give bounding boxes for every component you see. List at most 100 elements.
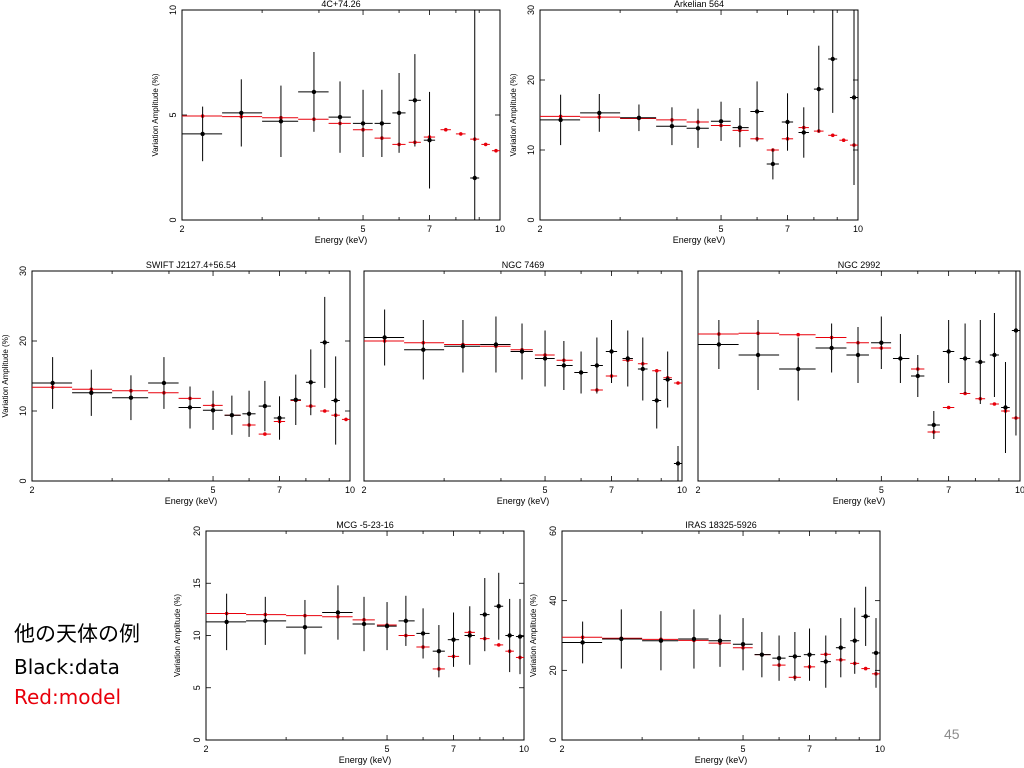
page-number: 45 <box>944 726 960 742</box>
plot-area <box>206 572 524 678</box>
data-point <box>384 623 390 629</box>
data-point <box>609 349 614 354</box>
x-axis-label: Energy (keV) <box>339 755 392 765</box>
data-point <box>718 119 724 124</box>
data-point <box>1003 405 1008 410</box>
data-point <box>863 614 868 619</box>
x-tick-label: 10 <box>677 485 687 495</box>
data-point <box>669 124 675 129</box>
chart-title: IRAS 18325-5926 <box>685 520 757 530</box>
y-tick-label: 15 <box>192 578 202 588</box>
y-tick-label: 30 <box>526 5 536 15</box>
data-point <box>262 403 268 409</box>
y-tick-label: 40 <box>548 596 558 606</box>
plot-area <box>540 10 858 185</box>
data-point <box>361 621 367 627</box>
x-tick-label: 2 <box>537 224 542 234</box>
data-point <box>263 618 268 624</box>
data-point <box>816 86 821 92</box>
data-point <box>695 126 701 131</box>
data-point <box>335 610 341 615</box>
plot-frame <box>561 530 881 741</box>
data-point <box>436 648 442 654</box>
data-point <box>507 633 512 638</box>
data-point <box>379 121 385 126</box>
y-tick-label: 20 <box>548 665 558 675</box>
data-point <box>801 130 806 135</box>
data-point <box>187 405 193 410</box>
data-point <box>716 342 722 347</box>
data-point <box>50 380 55 386</box>
x-tick-label: 5 <box>543 485 548 495</box>
model-point <box>344 417 348 422</box>
x-tick-label: 7 <box>427 224 432 234</box>
model-point <box>830 133 835 138</box>
data-point <box>467 633 472 638</box>
x-tick-label: 10 <box>875 744 885 754</box>
data-point <box>360 121 366 126</box>
y-tick-label: 10 <box>192 630 202 640</box>
x-tick-label: 7 <box>451 744 456 754</box>
data-point <box>717 638 723 643</box>
slide-caption: 他の天体の例 <box>14 622 140 646</box>
data-point <box>785 119 790 125</box>
data-point <box>210 408 216 413</box>
x-tick-label: 5 <box>741 744 746 754</box>
chart-4c-74-26: 4C+74.26 2 5 7 10 0 5 10 Energy (keV) Variation A… <box>150 0 516 248</box>
data-point <box>915 373 920 379</box>
data-series <box>32 296 340 445</box>
y-tick-label: 0 <box>168 217 178 222</box>
plot-frame <box>363 270 683 482</box>
chart-svg: SWIFT J2127.4+56.54 2 5 7 10 0 10 20 30 Energy (k… <box>1 260 355 506</box>
x-tick-label: 5 <box>385 744 390 754</box>
x-tick-label: 7 <box>609 485 614 495</box>
data-point <box>517 634 523 639</box>
model-point <box>458 132 463 136</box>
data-point <box>460 344 466 349</box>
x-tick-label: 2 <box>559 744 564 754</box>
y-tick-label: 0 <box>18 478 28 483</box>
x-tick-label: 2 <box>29 485 34 495</box>
x-axis-label: Energy (keV) <box>165 496 218 506</box>
data-point <box>246 411 252 416</box>
data-point <box>580 640 585 645</box>
chart-iras-18325-5926: IRAS 18325-5926 2 5 7 10 0 20 40 60 Energy (keV) V… <box>526 516 892 768</box>
chart-title: SWIFT J2127.4+56.54 <box>146 260 236 270</box>
data-point <box>851 95 857 100</box>
x-tick-label: 10 <box>853 224 863 234</box>
x-tick-label: 7 <box>807 744 812 754</box>
data-point <box>978 359 983 365</box>
model-point <box>322 409 327 413</box>
chart-svg: IRAS 18325-5926 2 5 7 10 0 20 40 60 Energy (keV) V… <box>529 520 885 765</box>
data-series <box>698 271 1020 453</box>
data-point <box>278 119 284 124</box>
x-tick-label: 7 <box>785 224 790 234</box>
chart-svg: 4C+74.26 2 5 7 10 0 5 10 Energy (keV) Variation A… <box>151 0 505 245</box>
y-tick-label: 5 <box>168 112 178 117</box>
data-point <box>558 117 563 123</box>
plot-frame <box>539 9 859 221</box>
x-tick-label: 5 <box>879 485 884 495</box>
chart-svg: Arkelian 564 2 5 7 10 0 10 20 30 Energy (keV) Vari… <box>509 0 863 245</box>
data-point <box>597 110 602 116</box>
chart-mcg-5-23-16: MCG -5-23-16 2 5 7 10 0 5 10 15 20 Energy (keV) Var… <box>170 516 536 768</box>
model-point <box>676 381 680 385</box>
data-point <box>754 109 760 114</box>
y-tick-label: 20 <box>526 75 536 85</box>
legend-model-note: Red:model <box>14 685 122 709</box>
x-tick-label: 5 <box>719 224 724 234</box>
data-point <box>420 631 426 636</box>
chart-title: Arkelian 564 <box>674 0 724 9</box>
x-tick-label: 2 <box>361 485 366 495</box>
data-point <box>594 363 600 368</box>
data-point <box>931 422 937 428</box>
x-tick-label: 10 <box>495 224 505 234</box>
y-axis-label: Variation Amplitude (%) <box>173 594 182 677</box>
plot-area <box>182 10 500 220</box>
x-tick-label: 2 <box>203 744 208 754</box>
data-point <box>838 645 843 650</box>
data-point <box>200 131 205 137</box>
chart-title: MCG -5-23-16 <box>336 520 394 530</box>
chart-title: 4C+74.26 <box>321 0 360 9</box>
data-point <box>519 349 525 354</box>
